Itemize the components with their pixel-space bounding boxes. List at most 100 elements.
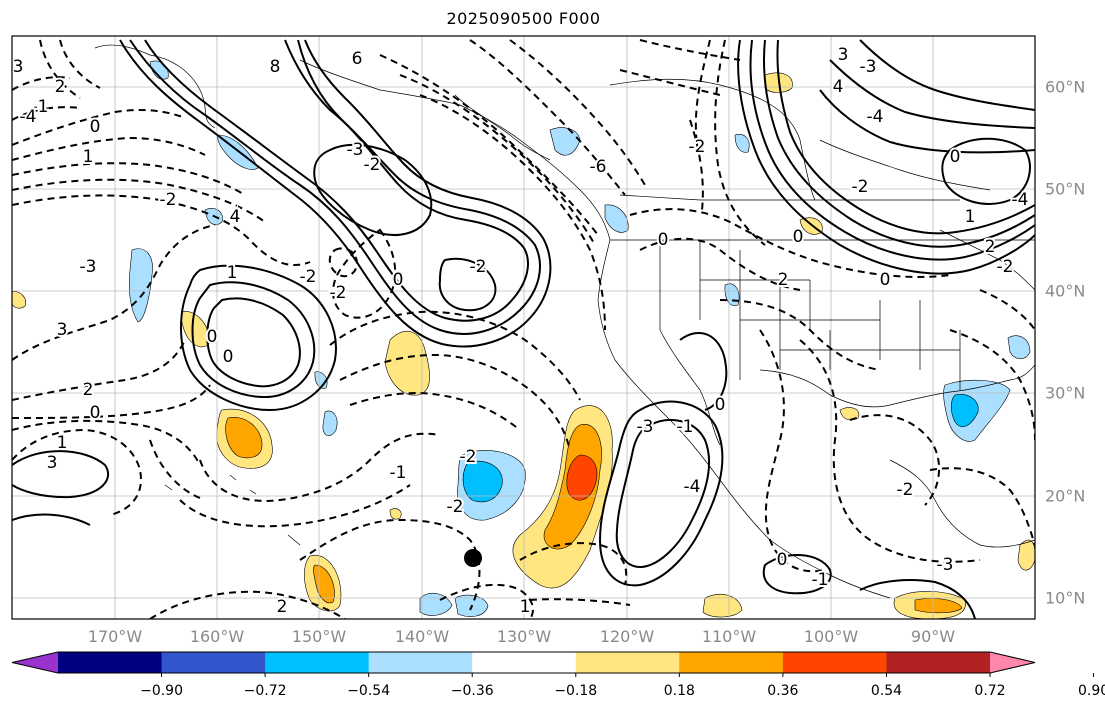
contour-label: 8 (270, 57, 281, 77)
lat-label: 10°N (1045, 588, 1086, 608)
contour-label: -4 (684, 477, 701, 497)
contour-label: -2 (852, 177, 869, 197)
colorbar-bin (679, 652, 784, 673)
lon-label: 160°W (189, 627, 245, 646)
contour-label: -2 (997, 257, 1014, 277)
contour-label: -2 (470, 257, 487, 277)
contour-label: -2 (300, 267, 317, 287)
colorbar-extend-low (12, 652, 58, 673)
lon-label: 100°W (803, 627, 859, 646)
contour-label: 0 (393, 270, 404, 290)
anomaly-pos-18 (389, 508, 402, 520)
contour-label: 2 (55, 77, 66, 97)
contour-label: -2 (689, 137, 706, 157)
contour-label: 1 (57, 433, 68, 453)
colorbar-bin (265, 652, 370, 673)
colorbar-tick-label: 0.54 (870, 683, 903, 699)
lon-label: 170°W (87, 627, 143, 646)
colorbar-tick-label: 0.36 (767, 683, 799, 699)
contour-label: 4 (230, 207, 241, 227)
colorbar-bin (161, 652, 266, 673)
lat-label: 50°N (1045, 179, 1086, 199)
colorbar-tick-label: −0.18 (554, 683, 598, 699)
anomaly-neg-8 (604, 204, 629, 233)
colorbar-bin (575, 652, 680, 673)
contour-label: 1 (520, 597, 531, 617)
contour-label: -4 (20, 107, 37, 127)
contour-label: -3 (637, 417, 654, 437)
contour-label: -4 (867, 107, 884, 127)
lat-label: 30°N (1045, 383, 1086, 403)
contour-label: 3 (47, 453, 58, 473)
contour-label: 0 (715, 395, 726, 415)
contour-label: 0 (880, 270, 891, 290)
anomaly-neg-11 (1007, 335, 1031, 360)
anomaly-pos-8 (384, 331, 430, 396)
map-title: 2025090500 F000 (446, 9, 601, 28)
anomaly-neg-17 (734, 134, 750, 153)
colorbar (11, 651, 1095, 677)
contour-label: -2 (460, 447, 477, 467)
contour-label: 1 (965, 207, 976, 227)
colorbar-tick-label: −0.36 (450, 683, 494, 699)
contour-label: -3 (347, 140, 364, 160)
graticule (12, 36, 1035, 619)
colorbar-bin (472, 652, 577, 673)
contours-solid (12, 39, 1035, 619)
map-area: 3210-1-2-3-44683-3-44-2012-2-4-3-2-20-20… (12, 36, 1035, 619)
station-dot (464, 549, 482, 567)
contour-label: 2 (277, 597, 288, 617)
anomaly-pos-16 (839, 407, 860, 421)
lon-label: 150°W (291, 627, 347, 646)
contour-label: -1 (32, 97, 49, 117)
map-frame (11, 35, 1036, 620)
contour-label: 0 (207, 327, 218, 347)
anomaly-pos-5 (225, 417, 263, 459)
anomaly-pos-13 (702, 594, 743, 618)
contour-labels: 3210-1-2-3-44683-3-44-2012-2-4-3-2-20-20… (12, 43, 1030, 619)
lon-label: 110°W (701, 627, 757, 646)
anomaly-neg-13 (322, 410, 338, 437)
colorbar-bin (58, 652, 163, 673)
contour-label: 3 (57, 320, 68, 340)
contour-label: 3 (838, 45, 849, 65)
anomaly-neg-2 (462, 460, 503, 503)
contour-label: -2 (160, 190, 177, 210)
anomaly-pos-11 (914, 598, 963, 614)
contour-label: 0 (90, 117, 101, 137)
contours-dashed (12, 39, 1035, 619)
contour-label: 1 (83, 147, 94, 167)
colorbar-tick-label: 0.18 (663, 683, 695, 699)
contour-label: -4 (1012, 190, 1029, 210)
contour-label: 3 (13, 57, 24, 77)
contour-label: 2 (985, 237, 996, 257)
contour-label: -3 (80, 257, 97, 277)
anomaly-neg-4 (950, 394, 979, 427)
contour-label: 0 (658, 230, 669, 250)
lat-label: 40°N (1045, 281, 1086, 301)
lat-label: 60°N (1045, 77, 1086, 97)
anomaly-pos-15 (12, 291, 26, 309)
colorbar-bin (782, 652, 887, 673)
contour-label: -2 (330, 283, 347, 303)
contour-label: -3 (860, 57, 877, 77)
colorbar-extend-high (990, 652, 1035, 673)
contour-label: 2 (778, 270, 789, 290)
contour-label: -1 (812, 570, 829, 590)
anomaly-pos-3 (566, 454, 598, 501)
lat-label: 20°N (1045, 486, 1086, 506)
colorbar-tick-label: 0.90 (1077, 683, 1105, 699)
colorbar-tick-label: −0.90 (140, 683, 183, 699)
lon-label: 90°W (910, 627, 956, 646)
lon-label: 130°W (496, 627, 552, 646)
contour-label: -1 (390, 463, 407, 483)
contour-label: -2 (447, 497, 464, 517)
lon-label: 120°W (599, 627, 655, 646)
contour-label: -2 (364, 155, 381, 175)
colorbar-bin (368, 652, 473, 673)
contour-label: 0 (793, 227, 804, 247)
contour-label: 2 (83, 380, 94, 400)
colorbar-bin (886, 652, 991, 673)
anomaly-pos-9 (181, 311, 211, 348)
